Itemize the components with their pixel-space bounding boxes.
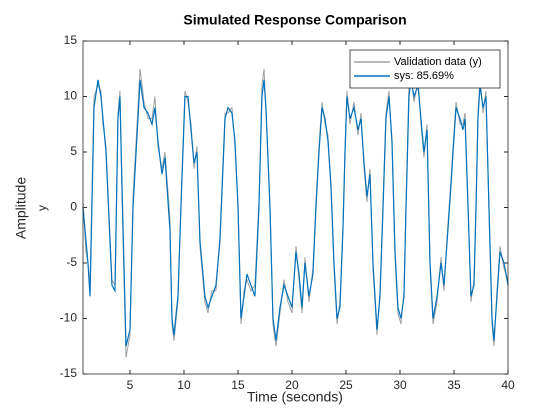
y-tick-label: -10	[60, 311, 78, 325]
x-tick-label: 25	[339, 378, 353, 392]
output-name: y	[35, 205, 49, 211]
legend-label: sys: 85.69%	[394, 70, 454, 82]
x-axis-label: Time (seconds)	[247, 389, 343, 405]
y-tick-label: -15	[60, 366, 78, 380]
y-tick-label: 15	[64, 33, 78, 47]
plot-area	[83, 41, 508, 374]
x-tick-label: 35	[447, 378, 461, 392]
legend-box	[349, 49, 501, 89]
x-tick-label: 20	[285, 378, 299, 392]
y-axis-label: Amplitude	[13, 177, 29, 239]
x-tick-label: 30	[393, 378, 407, 392]
chart-title: Simulated Response Comparison	[183, 12, 406, 28]
y-tick-label: -5	[66, 255, 77, 269]
x-tick-label: 15	[231, 378, 245, 392]
series-line	[82, 79, 509, 347]
legend-label: Validation data (y)	[394, 56, 482, 68]
x-tick-label: 10	[177, 378, 191, 392]
y-tick-label: 0	[70, 200, 77, 214]
x-tick-label: 5	[127, 378, 134, 392]
y-tick-label: 5	[70, 144, 77, 158]
x-tick-label: 40	[501, 378, 515, 392]
axes-box	[82, 40, 509, 375]
y-tick-label: 10	[64, 89, 78, 103]
